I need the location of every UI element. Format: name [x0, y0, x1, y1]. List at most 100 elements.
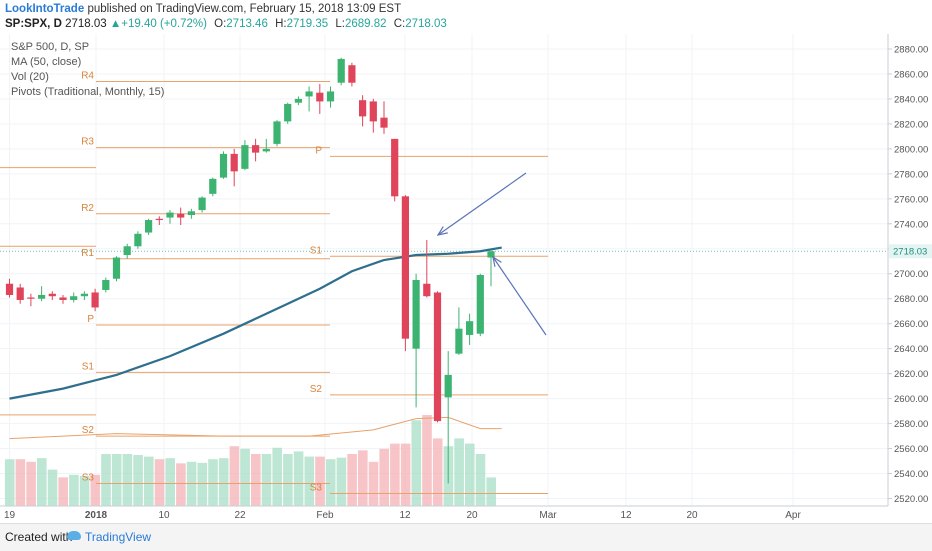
price-tick-label: 2620.00 [894, 369, 928, 380]
candle-body [423, 283, 431, 297]
time-tick-label: 20 [466, 510, 478, 521]
time-tick-label: 10 [158, 510, 170, 521]
volume-bar [15, 459, 26, 506]
candle-body [123, 246, 131, 256]
candle-body [316, 92, 324, 102]
price-tick-label: 2860.00 [894, 69, 928, 80]
volume-bar [304, 456, 315, 506]
volume-bar [283, 454, 293, 506]
candle-body [145, 220, 153, 233]
candle-body [38, 294, 46, 299]
price-axis [888, 34, 932, 523]
time-tick-label: 19 [4, 510, 16, 521]
time-tick-label: 12 [399, 510, 411, 521]
time-tick-label: 20 [686, 510, 698, 521]
candle-body [70, 296, 78, 300]
high-label: H: [275, 18, 287, 30]
volume-bar [58, 477, 68, 506]
publish-line: LookIntoTrade published on TradingView.c… [5, 3, 401, 15]
candle-body [401, 196, 409, 339]
candle-body [348, 65, 356, 83]
price-tick-label: 2580.00 [894, 419, 928, 430]
price-chart[interactable]: R1 R2 R3 R4 P S1 S2 S3 P S1 S2 S3 2520.00 2540.00 2560… [0, 34, 932, 523]
price-tick-label: 2700.00 [894, 269, 928, 280]
price-tick-label: 2520.00 [894, 494, 928, 505]
pivot-label: R2 [81, 203, 94, 214]
time-tick-label: 22 [234, 510, 246, 521]
volume-bar [154, 459, 165, 506]
candle-body [134, 233, 142, 247]
open-value: 2713.46 [226, 18, 268, 30]
candle-body [177, 213, 185, 218]
volume-bar [379, 448, 389, 506]
volume-bar [358, 450, 368, 506]
candle-body [198, 197, 206, 211]
volume-bar [37, 458, 47, 506]
candle-body [112, 257, 121, 279]
volume-bar [475, 454, 486, 506]
cloud-icon [67, 531, 81, 540]
annotation-arrow [437, 172, 527, 236]
legend-pivots[interactable]: Pivots (Traditional, Monthly, 15) [11, 86, 165, 98]
volume-bar [272, 447, 282, 506]
candle-body [284, 103, 292, 122]
pivot-label: P [315, 145, 322, 156]
footer-bar: Created with TradingView [0, 523, 932, 551]
volume-bar [465, 443, 475, 506]
volume-bar [101, 454, 111, 506]
candle-body [391, 138, 399, 197]
legend-volume[interactable]: Vol (20) [11, 71, 49, 83]
candle-body [59, 297, 67, 300]
low-label: L: [335, 18, 345, 30]
volume-bar [79, 475, 90, 506]
candle-body [476, 274, 484, 334]
pivot-label: R4 [81, 70, 94, 81]
candle-body [91, 292, 99, 308]
tradingview-brand: TradingView [85, 530, 152, 544]
price-tick-label: 2880.00 [894, 44, 928, 55]
time-tick-label: Feb [316, 510, 334, 521]
candle-body [433, 292, 442, 422]
last-price-tag [889, 244, 932, 259]
time-tick-label: Mar [539, 510, 557, 521]
price-tick-label: 2540.00 [894, 469, 928, 480]
annotation-arrow [492, 256, 547, 336]
volume-bar [4, 459, 15, 506]
close-label: C: [393, 18, 406, 30]
volume-ma-line [9, 416, 502, 440]
time-tick-label: 12 [620, 510, 632, 521]
candle-body [262, 148, 270, 152]
indicator-legend: S&P 500, D, SP MA (50, close) Vol (20) P… [11, 40, 164, 100]
price-tick-label: 2640.00 [894, 344, 928, 355]
up-arrow-icon: ▲ [109, 18, 122, 30]
candle-body [155, 218, 163, 221]
candle-body [305, 91, 313, 97]
volume-bar [240, 448, 250, 506]
low-value: 2689.82 [344, 18, 387, 30]
ma50-line [9, 246, 502, 400]
candle-body [187, 211, 195, 216]
tradingview-logo[interactable]: TradingView [67, 530, 151, 544]
candle-body [102, 279, 110, 290]
volume-bar [165, 458, 175, 506]
volume-bar [336, 457, 347, 506]
change-value: +19.40 (+0.72%) [121, 18, 207, 30]
pivot-label: S2 [82, 425, 95, 436]
price-tick-label: 2660.00 [894, 319, 928, 330]
volume-bar [26, 461, 36, 506]
volume-bar [486, 477, 496, 506]
candle-body [369, 101, 377, 122]
legend-series[interactable]: S&P 500, D, SP [11, 41, 90, 53]
volume-bar [251, 454, 261, 506]
pivot-label: S3 [310, 483, 323, 494]
candle-body [444, 374, 452, 398]
volume-bar [122, 454, 133, 506]
candle-body [487, 251, 495, 258]
author-link[interactable]: LookIntoTrade [5, 3, 85, 15]
legend-ma[interactable]: MA (50, close) [11, 56, 82, 68]
volume-bar [368, 461, 379, 506]
candle-body [252, 145, 260, 153]
candle-body [48, 293, 56, 297]
created-with-text: Created with [5, 530, 73, 544]
candle-body [455, 328, 463, 354]
